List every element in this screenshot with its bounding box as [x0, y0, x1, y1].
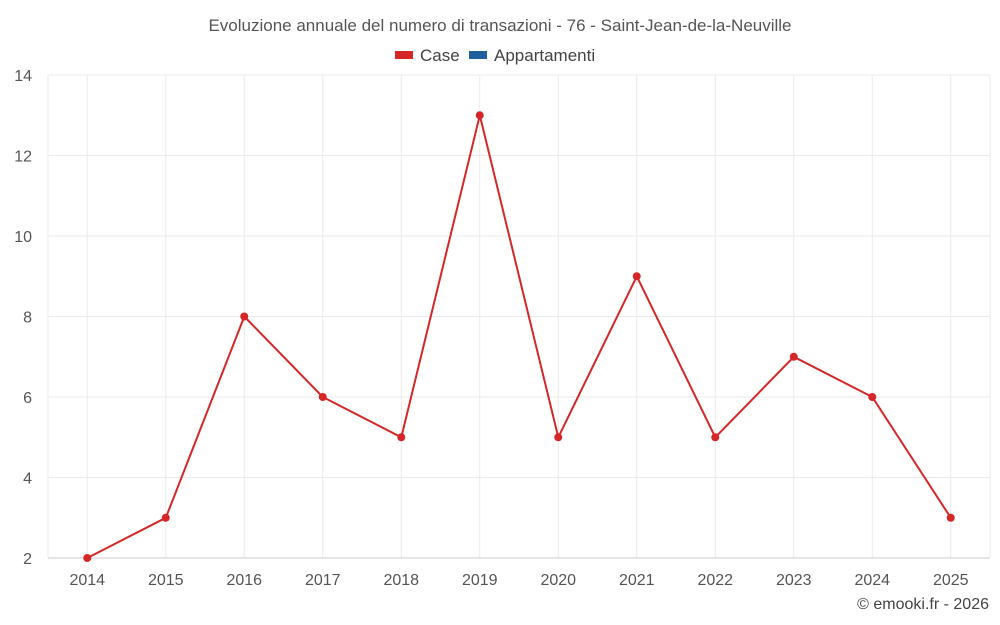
data-point-2020[interactable]: [554, 433, 563, 442]
data-point-2021[interactable]: [632, 272, 641, 281]
x-tick-label: 2019: [462, 572, 498, 589]
x-tick-label: 2015: [148, 572, 184, 589]
y-tick-label: 4: [23, 471, 32, 488]
x-tick-label: 2018: [383, 572, 419, 589]
x-tick-label: 2022: [697, 572, 733, 589]
y-tick-label: 6: [23, 390, 32, 407]
y-tick-label: 10: [14, 229, 32, 246]
data-point-2015[interactable]: [161, 513, 170, 522]
data-point-2017[interactable]: [318, 393, 327, 401]
data-point-2014[interactable]: [83, 554, 92, 562]
data-point-2024[interactable]: [868, 393, 877, 401]
series-case: [83, 111, 955, 562]
x-tick-label: 2024: [854, 572, 890, 589]
legend-item-appartamenti[interactable]: Appartamenti: [469, 46, 595, 65]
x-tick-label: 2017: [305, 572, 341, 589]
x-tick-label: 2016: [226, 572, 262, 589]
data-point-2019[interactable]: [475, 111, 484, 120]
legend-item-case[interactable]: Case: [395, 46, 460, 65]
grid: [48, 74, 990, 558]
x-tick-label: 2021: [619, 572, 655, 589]
data-point-2016[interactable]: [240, 312, 249, 321]
chart-title: Evoluzione annuale del numero di transaz…: [208, 16, 791, 35]
data-point-2025[interactable]: [946, 513, 955, 522]
x-tick-label: 2023: [776, 572, 812, 589]
y-tick-label: 14: [14, 68, 32, 85]
legend[interactable]: Case Appartamenti: [395, 46, 595, 65]
y-tick-label: 2: [23, 551, 32, 568]
x-tick-label: 2025: [933, 572, 969, 589]
x-tick-label: 2020: [540, 572, 576, 589]
series-line-0: [86, 114, 952, 559]
legend-label-appartamenti: Appartamenti: [494, 46, 595, 65]
legend-label-case: Case: [420, 46, 460, 65]
legend-swatch-case: [395, 51, 413, 59]
y-tick-label: 12: [14, 149, 32, 166]
data-point-2018[interactable]: [397, 433, 406, 442]
axes: 2 4 6 8 10 12 14 2014 2015 2016 2017 2018 2019 2020 20…: [14, 68, 991, 589]
x-tick-label: 2014: [69, 572, 105, 589]
y-tick-label: 8: [23, 310, 32, 327]
data-point-2023[interactable]: [789, 352, 798, 361]
data-point-2022[interactable]: [711, 433, 720, 442]
credit-text: © emooki.fr - 2026: [857, 596, 989, 613]
legend-swatch-appartamenti: [469, 51, 487, 59]
